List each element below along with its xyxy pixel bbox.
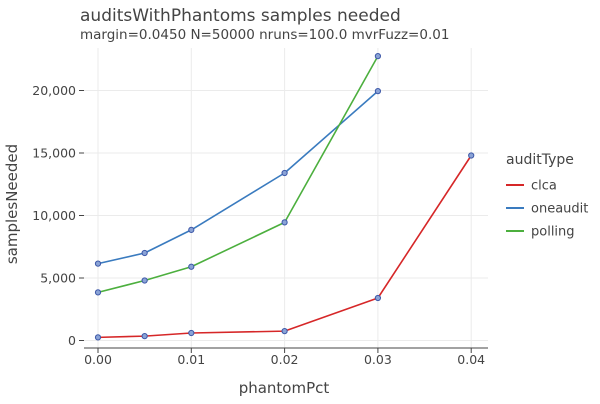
y-tick-label: 10,000 (32, 208, 76, 223)
data-point-polling (188, 263, 195, 270)
data-point-clca (281, 328, 288, 335)
data-point-oneaudit (188, 226, 195, 233)
data-point-oneaudit (94, 260, 102, 267)
data-point-polling (374, 53, 382, 60)
data-point-clca (468, 152, 475, 159)
axes-layer: 0.00 0.01 0.02 0.03 0.04 0 5,000 10,000 15,000 20… (32, 83, 488, 367)
data-point-clca (374, 294, 382, 302)
chart-subtitle: margin=0.0450 N=50000 nruns=100.0 mvrFuz… (80, 27, 449, 43)
data-point-clca (141, 333, 148, 340)
data-point-polling (281, 219, 288, 226)
grid-layer (84, 48, 488, 348)
data-point-clca (94, 334, 102, 341)
legend-label-clca: clca (531, 179, 557, 194)
x-tick-label: 0.00 (84, 352, 112, 367)
legend-label-polling: polling (531, 225, 575, 240)
data-point-polling (94, 289, 102, 296)
series-line-polling (97, 55, 379, 294)
x-tick-label: 0.01 (177, 352, 205, 367)
data-point-clca (188, 329, 195, 337)
y-tick-label: 15,000 (32, 146, 76, 161)
y-axis-label: samplesNeeded (3, 144, 21, 264)
data-point-oneaudit (141, 249, 148, 257)
legend-label-oneaudit: oneaudit (531, 202, 588, 217)
legend-title: auditType (506, 152, 574, 168)
series-line-oneaudit (97, 90, 379, 265)
y-tick-label: 0 (68, 333, 76, 348)
x-tick-label: 0.02 (271, 352, 299, 367)
series-layer (94, 53, 475, 341)
data-point-oneaudit (281, 169, 288, 177)
legend: auditType clca oneaudit polling (506, 152, 588, 240)
series-line-clca (97, 155, 472, 339)
x-axis-label: phantomPct (239, 379, 330, 397)
y-tick-label: 5,000 (40, 271, 76, 286)
y-tick-label: 20,000 (32, 83, 76, 98)
x-tick-label: 0.04 (457, 352, 485, 367)
x-tick-label: 0.03 (364, 352, 392, 367)
chart-title: auditsWithPhantoms samples needed (80, 6, 401, 26)
data-point-oneaudit (374, 88, 382, 95)
data-point-polling (141, 277, 148, 284)
